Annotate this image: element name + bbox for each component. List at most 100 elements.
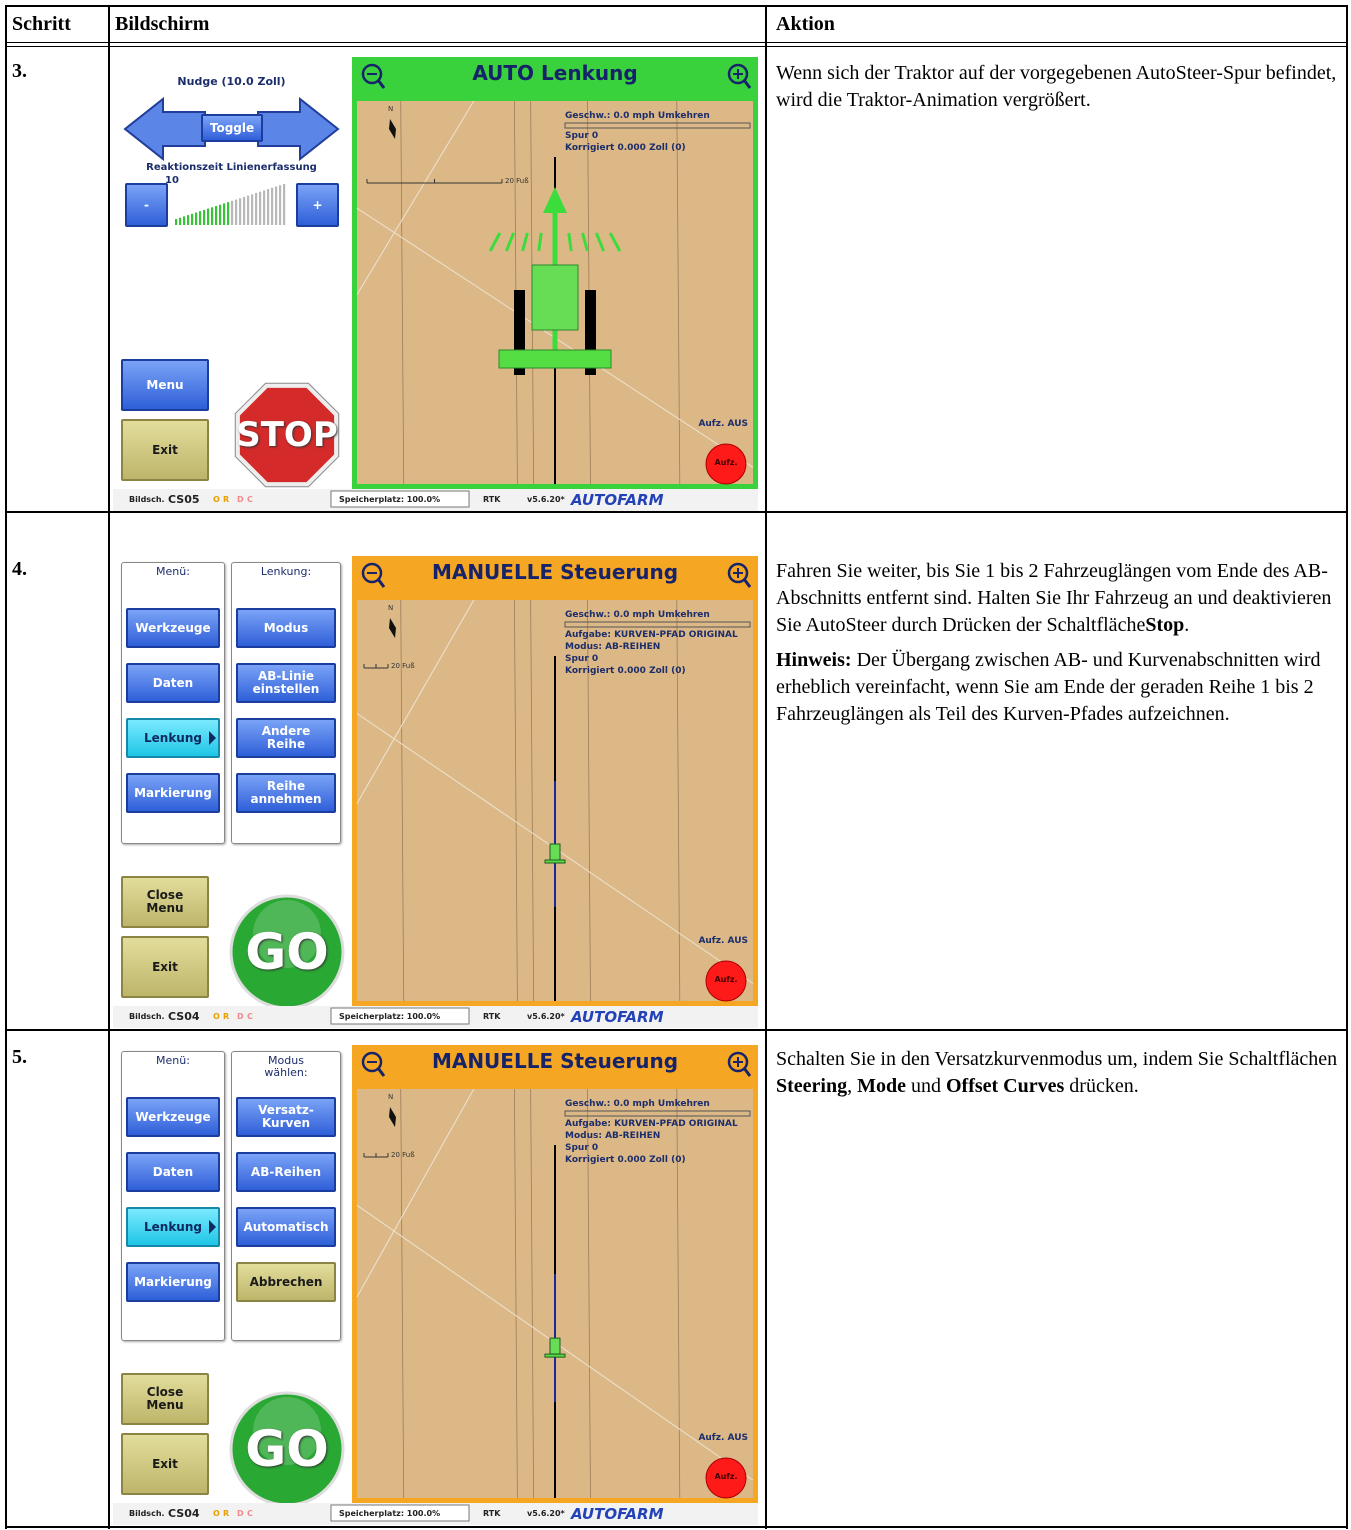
selected-marker <box>209 731 216 745</box>
status-indicator: C <box>247 1012 253 1021</box>
version: v5.6.20* <box>527 1509 565 1518</box>
action-run: und <box>905 1075 946 1097</box>
screenshot: AUTO Lenkung N 20 Fuß Geschw.: 0.0 mph Umke… <box>113 57 758 511</box>
screen-button: Daten <box>126 1152 220 1192</box>
screen-label: Bildsch. <box>129 1012 165 1021</box>
sign-label: GO <box>245 1420 329 1478</box>
table-rule <box>1346 5 1348 1529</box>
screenshot-graphics <box>113 556 758 1028</box>
screen-button: Modus <box>236 608 336 648</box>
field-line <box>676 1088 681 1499</box>
menu-heading: Menü: <box>156 565 190 578</box>
map-info: Spur 0 <box>565 1143 599 1153</box>
table-rule <box>765 5 767 1529</box>
screen-button: Reihe annehmen <box>236 773 336 813</box>
zoom-icon <box>742 578 752 588</box>
brand: AUTOFARM <box>571 1505 664 1523</box>
action-paragraph: Schalten Sie in den Versatzkurvenmodus u… <box>776 1046 1342 1100</box>
menu-heading: Modus wählen: <box>264 1054 308 1079</box>
gps-status: RTK <box>483 495 501 504</box>
map-title: MANUELLE Steuerung <box>431 1049 679 1073</box>
step-number: 5. <box>12 1046 27 1068</box>
tractor-implement <box>544 859 566 864</box>
action-run: Stop <box>1145 614 1185 636</box>
north-arrow <box>389 618 396 638</box>
screen-button: Lenkung <box>126 1207 220 1247</box>
menu-heading: Menü: <box>156 1054 190 1067</box>
info-bar <box>564 621 751 628</box>
screen-button: Werkzeuge <box>126 1097 220 1137</box>
reaction-ramp <box>219 204 222 225</box>
action-paragraph: Wenn sich der Traktor auf der vorgegeben… <box>776 60 1342 114</box>
action-run: Der Übergang zwischen AB- und Kurvenabsc… <box>776 649 1321 725</box>
status-indicator: R <box>223 495 230 504</box>
memory-box <box>330 1007 470 1025</box>
status-indicator: D <box>237 1012 244 1021</box>
zoom-icon <box>361 1051 383 1073</box>
tractor-wheel <box>514 290 525 375</box>
record-status: Aufz. AUS <box>698 936 748 946</box>
column-header: Aktion <box>776 13 835 35</box>
memory-status: Speicherplatz: 100.0% <box>339 1509 441 1518</box>
north-label: N <box>388 604 394 612</box>
status-indicator: C <box>247 495 253 504</box>
record-button-label: Aufz. <box>714 458 738 467</box>
action-run: Wenn sich der Traktor auf der vorgegeben… <box>776 62 1337 111</box>
status-indicator: R <box>223 1012 230 1021</box>
map-info: Modus: AB-REIHEN <box>565 1131 661 1141</box>
map-info: Aufgabe: KURVEN-PFAD ORIGINAL <box>565 630 738 640</box>
field-line <box>676 100 681 485</box>
screen-button: Exit <box>121 936 209 998</box>
screen-button: AB-Reihen <box>236 1152 336 1192</box>
gps-status: RTK <box>483 1509 501 1518</box>
screen-button: Werkzeuge <box>126 608 220 648</box>
map-info: Spur 0 <box>565 131 599 141</box>
screen-button: Lenkung <box>126 718 220 758</box>
action-text: Fahren Sie weiter, bis Sie 1 bis 2 Fahrz… <box>776 558 1342 736</box>
reaction-ramp <box>187 215 190 225</box>
steer-mark <box>505 232 515 252</box>
zoom-icon <box>727 562 749 584</box>
column-header: Bildschirm <box>115 13 210 35</box>
status-indicator: O <box>213 495 220 504</box>
screenshot-graphics <box>113 57 758 511</box>
action-text: Schalten Sie in den Versatzkurvenmodus u… <box>776 1046 1342 1108</box>
map-info: Korrigiert 0.000 Zoll (0) <box>565 666 686 676</box>
reaction-ramp <box>283 183 286 225</box>
status-indicator: D <box>237 495 244 504</box>
step-number: 4. <box>12 558 27 580</box>
screen-button: Markierung <box>126 773 220 813</box>
north-arrow <box>389 1107 396 1127</box>
action-run: . <box>1184 614 1190 636</box>
steer-mark <box>608 232 622 252</box>
field-line <box>587 599 591 1002</box>
reaction-ramp <box>211 207 214 225</box>
reaction-ramp <box>239 198 242 225</box>
memory-box <box>330 490 470 508</box>
screen-button: - <box>125 183 168 227</box>
steer-mark <box>537 232 543 252</box>
record-button <box>705 1457 747 1499</box>
screen-label: Bildsch. <box>129 495 165 504</box>
map-info: Aufgabe: KURVEN-PFAD ORIGINAL <box>565 1119 738 1129</box>
zoom-icon <box>727 1051 749 1073</box>
reaction-ramp <box>259 191 262 225</box>
reaction-ramp <box>255 193 258 225</box>
screen-id: CS05 <box>168 493 200 506</box>
reaction-label: Reaktionszeit Linienerfassung <box>146 162 317 173</box>
screen-label: Bildsch. <box>129 1509 165 1518</box>
screenshot: MANUELLE Steuerung N 20 Fuß Geschw.: 0.0 mp… <box>113 1045 758 1525</box>
map-title: AUTO Lenkung <box>472 61 638 85</box>
screen-button: Markierung <box>126 1262 220 1302</box>
reaction-ramp <box>271 187 274 225</box>
reaction-ramp <box>203 209 206 225</box>
action-paragraph: Hinweis: Der Übergang zwischen AB- und K… <box>776 647 1342 728</box>
table-rule <box>5 42 1348 43</box>
reaction-ramp <box>275 186 278 225</box>
screen-button: Abbrechen <box>236 1262 336 1302</box>
tractor-implement <box>544 1353 566 1358</box>
action-run: drücken. <box>1064 1075 1139 1097</box>
reaction-ramp <box>223 203 226 225</box>
north-arrow <box>389 119 396 139</box>
zoom-icon <box>742 1067 752 1077</box>
